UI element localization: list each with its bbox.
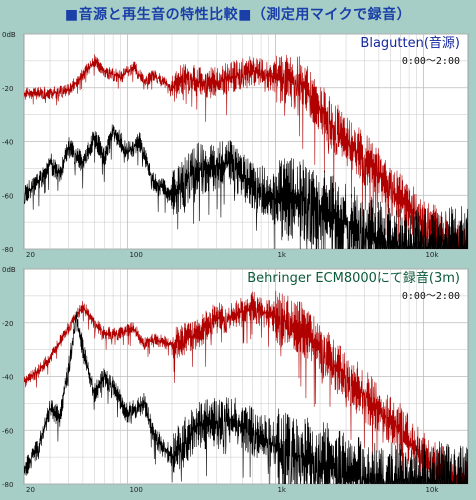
series-line-recorded	[24, 124, 468, 249]
series-line-recorded	[24, 311, 468, 484]
y-tick-label: 0dB	[2, 266, 16, 274]
x-tick-label: 1k	[277, 486, 286, 494]
x-tick-label: 1k	[277, 251, 286, 259]
x-tick-label: 10k	[425, 251, 439, 259]
x-tick-label: 100	[129, 486, 142, 494]
x-tick-label: 20	[26, 251, 35, 259]
chart-panel-recorded: 20 100 1k 10k 0dB -20 -40 -60 -80 Behringer ECM8…	[0, 265, 476, 500]
series-line-source	[24, 54, 468, 249]
series-layer	[24, 290, 468, 484]
y-tick-label: -80	[2, 246, 13, 254]
x-tick-label: 20	[26, 486, 35, 494]
y-tick-label: -40	[2, 139, 13, 147]
y-tick-label: -20	[2, 85, 13, 93]
tick-labels: 20 100 1k 10k 0dB -20 -40 -60 -80	[2, 266, 439, 494]
series-line-source	[24, 290, 468, 484]
y-tick-label: -80	[2, 481, 13, 489]
y-tick-label: 0dB	[2, 31, 16, 39]
chart-label: Blagutten(音源)	[360, 35, 460, 51]
time-range-label: 0:00～2:00	[402, 56, 460, 67]
y-tick-label: -20	[2, 320, 13, 328]
chart-label: Behringer ECM8000にて録音(3m)	[247, 270, 460, 286]
page-title: ■音源と再生音の特性比較■（測定用マイクで録音）	[64, 7, 412, 23]
x-tick-label: 10k	[425, 486, 439, 494]
x-tick-label: 100	[129, 251, 142, 259]
series-layer	[24, 54, 468, 249]
time-range-label: 0:00～2:00	[402, 291, 460, 302]
y-tick-label: -60	[2, 192, 13, 200]
y-tick-label: -40	[2, 374, 13, 382]
y-tick-label: -60	[2, 427, 13, 435]
tick-labels: 20 100 1k 10k 0dB -20 -40 -60 -80	[2, 31, 439, 259]
